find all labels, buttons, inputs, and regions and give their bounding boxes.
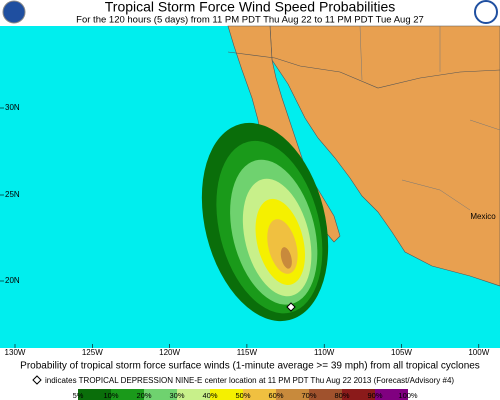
noaa-logo [2, 0, 26, 24]
longitude-label: 100W [468, 348, 489, 357]
legend-label: 40% [202, 391, 217, 400]
legend-swatch [375, 389, 408, 400]
legend-label: 70% [301, 391, 316, 400]
longitude-label: 115W [237, 348, 258, 357]
contour-60 [280, 247, 292, 269]
legend-swatch [210, 389, 243, 400]
legend-label: 60% [268, 391, 283, 400]
longitude-label: 110W [314, 348, 335, 357]
legend-label: 90% [367, 391, 382, 400]
longitude-label: 130W [5, 348, 26, 357]
legend-label: 5% [73, 391, 84, 400]
latitude-label: 30N [5, 103, 20, 112]
land-mainland [269, 25, 500, 287]
legend-swatch [177, 389, 210, 400]
longitude-label: 125W [82, 348, 103, 357]
caption: Probability of tropical storm force surf… [20, 361, 480, 372]
axes: 30N 25N 20N 130W 125W 120W 115W 110W 105W 100W [0, 103, 490, 357]
legend-swatch [144, 389, 177, 400]
longitude-label: 120W [159, 348, 180, 357]
latitude-label: 25N [5, 190, 20, 199]
longitude-label: 105W [391, 348, 412, 357]
legend: 5% 10% 20% 30% 40% 50% 60% 70% 80% 90% 100% [73, 389, 418, 400]
legend-swatch [243, 389, 276, 400]
nws-logo [474, 0, 498, 24]
note-marker [32, 375, 42, 385]
legend-label: 100% [398, 391, 418, 400]
subtitle: For the 120 hours (5 days) from 11 PM PD… [76, 15, 424, 26]
place-label: Mexico [470, 212, 496, 221]
legend-swatch [276, 389, 309, 400]
probability-contours [201, 122, 329, 322]
legend-label: 20% [136, 391, 151, 400]
legend-swatch [309, 389, 342, 400]
title: Tropical Storm Force Wind Speed Probabil… [105, 0, 396, 15]
latitude-label: 20N [5, 276, 20, 285]
note: indicates TROPICAL DEPRESSION NINE-E cen… [45, 376, 454, 385]
legend-swatch [342, 389, 375, 400]
legend-swatch [78, 389, 111, 400]
storm-center-marker [286, 302, 296, 312]
border-line [227, 51, 500, 89]
legend-swatch [111, 389, 144, 400]
legend-label: 50% [235, 391, 250, 400]
legend-label: 80% [334, 391, 349, 400]
legend-label: 10% [103, 391, 118, 400]
state-lines [359, 25, 500, 211]
legend-label: 30% [169, 391, 184, 400]
